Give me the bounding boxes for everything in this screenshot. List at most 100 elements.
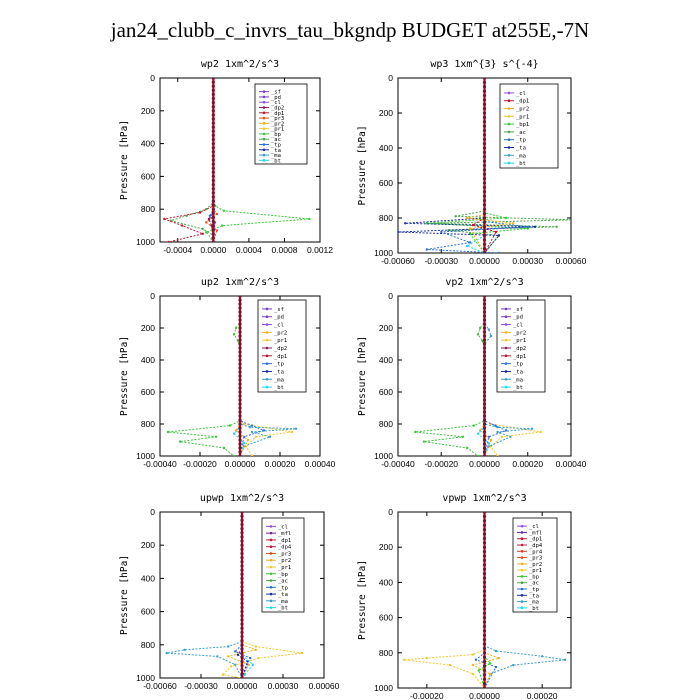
data-point bbox=[481, 339, 484, 342]
data-point bbox=[573, 219, 575, 221]
budget-marker bbox=[211, 154, 215, 158]
budget-marker bbox=[240, 643, 244, 647]
legend-label: _ac bbox=[516, 130, 526, 136]
budget-marker bbox=[240, 626, 244, 630]
legend-marker bbox=[520, 587, 524, 591]
budget-marker bbox=[240, 518, 244, 522]
legend-marker bbox=[269, 586, 273, 589]
legend-label: _ma bbox=[271, 153, 281, 159]
data-point bbox=[497, 234, 501, 237]
budget-marker bbox=[482, 642, 487, 646]
legend-marker bbox=[507, 115, 511, 118]
data-point bbox=[471, 223, 475, 227]
chart-panel-2: wp3 1xm^{3} s^{-4} Pressure [hPa] 0 200 400 6… bbox=[357, 59, 587, 266]
legend-label: _cl bbox=[274, 323, 284, 329]
y-axis-label: Pressure [hPa] bbox=[357, 125, 368, 205]
budget-marker bbox=[482, 682, 487, 686]
budget-marker bbox=[482, 398, 487, 402]
budget-marker bbox=[240, 527, 244, 531]
data-point bbox=[201, 232, 204, 235]
x-tick-label: -0.00060 bbox=[381, 256, 415, 266]
legend-label: _pr1 bbox=[274, 338, 287, 344]
budget-marker bbox=[482, 686, 487, 688]
legend-label: _cl bbox=[278, 524, 288, 530]
budget-marker bbox=[482, 318, 487, 322]
y-axis-label: Pressure [hPa] bbox=[119, 555, 130, 635]
budget-marker bbox=[240, 647, 244, 651]
legend: _cl_mfl_dp1_dp4_pr3_pr2_pr1_bp_ac_tp_ta_… bbox=[261, 517, 305, 613]
budget-marker bbox=[482, 207, 487, 211]
legend-label: _dp1 bbox=[278, 538, 291, 544]
y-tick-label: 600 bbox=[379, 178, 393, 188]
data-point bbox=[555, 225, 558, 228]
legend-marker bbox=[262, 153, 266, 157]
budget-marker bbox=[482, 89, 487, 93]
budget-marker bbox=[240, 543, 244, 547]
budget-marker bbox=[482, 664, 487, 668]
legend-label: _bt bbox=[516, 161, 526, 167]
series-line-ma bbox=[484, 296, 533, 456]
legend-label: _ma bbox=[513, 377, 523, 383]
data-point bbox=[246, 438, 250, 442]
data-point bbox=[489, 662, 492, 665]
x-tick-label: 0.00060 bbox=[309, 681, 340, 691]
legend-label: _ma bbox=[278, 599, 288, 605]
budget-marker bbox=[238, 450, 242, 454]
legend-marker bbox=[269, 592, 273, 596]
budget-marker bbox=[240, 593, 244, 597]
y-axis-label: Pressure [hPa] bbox=[119, 336, 130, 416]
legend-marker bbox=[269, 579, 273, 582]
y-axis-label: Pressure [hPa] bbox=[357, 560, 368, 640]
x-tick-label: 0.00030 bbox=[268, 681, 299, 691]
budget-marker bbox=[238, 366, 242, 370]
legend-label: _ac bbox=[529, 581, 539, 587]
legend-marker bbox=[520, 606, 524, 610]
budget-marker bbox=[482, 366, 487, 370]
y-tick-label: 200 bbox=[379, 108, 393, 118]
budget-marker bbox=[238, 354, 242, 358]
budget-marker bbox=[482, 651, 487, 655]
data-point bbox=[248, 426, 252, 429]
legend-label: _ta bbox=[513, 369, 523, 375]
legend-label: _pr2 bbox=[529, 562, 542, 568]
budget-marker bbox=[211, 191, 215, 195]
budget-marker bbox=[211, 133, 215, 137]
legend-label: _pr2 bbox=[513, 330, 526, 336]
data-point bbox=[422, 440, 426, 443]
legend-label: _sf bbox=[513, 307, 523, 313]
budget-marker bbox=[482, 225, 487, 229]
legend-marker bbox=[269, 599, 273, 603]
budget-marker bbox=[211, 121, 215, 125]
legend-marker bbox=[262, 132, 266, 136]
legend-label: _pr2 bbox=[278, 558, 291, 564]
series-line-dp2 bbox=[208, 78, 214, 242]
legend-label: _tp bbox=[513, 362, 523, 368]
budget-marker bbox=[482, 638, 487, 642]
budget-marker bbox=[482, 78, 487, 80]
data-point bbox=[494, 649, 498, 653]
budget-marker bbox=[482, 528, 487, 532]
y-tick-label: 400 bbox=[379, 577, 393, 587]
budget-marker bbox=[240, 655, 244, 659]
budget-marker bbox=[238, 418, 242, 422]
x-tick-label: -0.00040 bbox=[143, 459, 177, 469]
budget-marker bbox=[482, 523, 487, 527]
legend-label: _sf bbox=[274, 307, 284, 313]
data-point bbox=[468, 241, 472, 244]
data-point bbox=[494, 424, 497, 427]
legend-marker bbox=[262, 95, 266, 99]
budget-marker bbox=[482, 567, 487, 571]
data-point bbox=[448, 663, 452, 667]
budget-marker bbox=[482, 155, 487, 159]
legend-marker bbox=[520, 524, 524, 528]
budget-marker bbox=[482, 673, 487, 677]
budget-marker bbox=[482, 602, 487, 607]
legend-marker bbox=[520, 581, 524, 585]
budget-marker bbox=[482, 93, 487, 98]
budget-marker bbox=[238, 346, 242, 350]
budget-marker bbox=[211, 84, 215, 88]
x-tick-label: -0.00030 bbox=[424, 256, 458, 266]
legend-label: _cl bbox=[513, 323, 523, 329]
y-tick-label: 0 bbox=[388, 291, 393, 301]
budget-marker bbox=[238, 326, 242, 330]
